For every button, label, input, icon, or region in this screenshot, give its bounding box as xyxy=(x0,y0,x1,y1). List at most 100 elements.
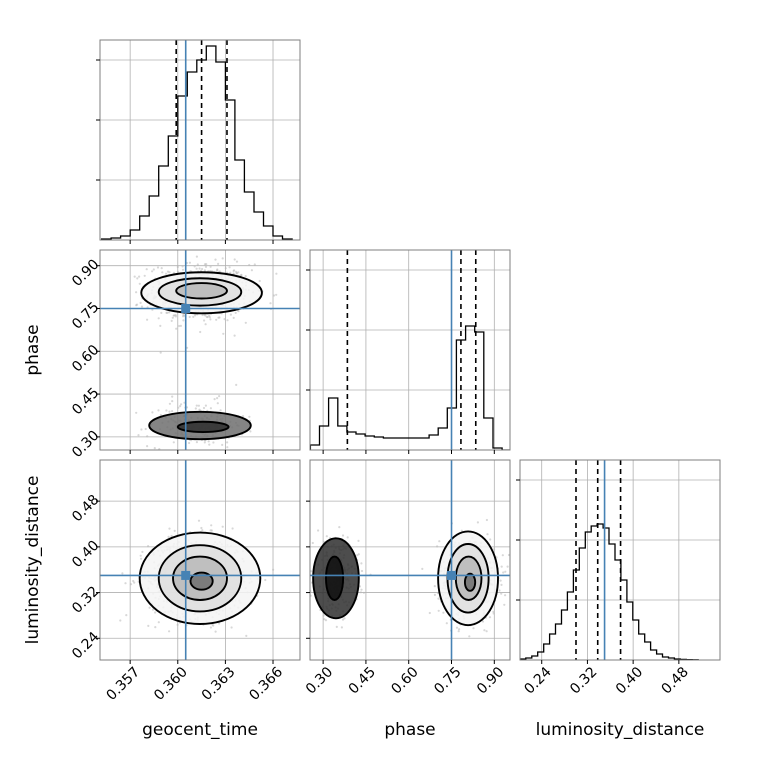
sample-point xyxy=(218,316,221,319)
sample-point xyxy=(340,626,343,629)
sample-point xyxy=(503,603,506,606)
sample-point xyxy=(176,270,180,273)
sample-point xyxy=(133,275,136,278)
sample-point xyxy=(500,565,503,568)
sample-point xyxy=(213,398,216,401)
sample-point xyxy=(442,611,445,614)
sample-point xyxy=(173,529,176,533)
x-axis-label-geocent_time: geocent_time xyxy=(142,720,258,740)
sample-point xyxy=(493,548,496,551)
sample-point xyxy=(151,411,154,414)
sample-point xyxy=(244,275,247,278)
contour-line xyxy=(172,555,228,601)
sample-point xyxy=(198,408,201,411)
sample-point xyxy=(216,402,219,405)
sample-point xyxy=(132,579,135,583)
sample-point xyxy=(197,404,200,407)
sample-point xyxy=(186,346,189,349)
sample-point xyxy=(341,618,345,621)
histogram-panel-geocent_time xyxy=(96,39,301,244)
sample-point xyxy=(138,275,141,278)
sample-point xyxy=(235,270,238,273)
sample-point xyxy=(156,266,160,269)
sample-point xyxy=(218,622,221,625)
sample-point xyxy=(171,395,174,398)
sample-point xyxy=(197,519,201,522)
panel-frame xyxy=(99,249,301,451)
sample-point xyxy=(182,315,185,318)
sample-point xyxy=(141,550,144,554)
sample-point xyxy=(198,267,201,270)
sample-point xyxy=(204,404,207,407)
scatter-panel-phase-luminosity_distance xyxy=(306,459,511,664)
sample-point xyxy=(177,406,180,409)
sample-point xyxy=(217,262,220,265)
sample-point xyxy=(502,571,505,574)
truth-marker xyxy=(181,570,191,580)
sample-point xyxy=(179,324,182,327)
sample-point xyxy=(249,430,252,433)
sample-point xyxy=(172,441,175,444)
contour-line xyxy=(138,531,262,625)
sample-point xyxy=(436,545,439,548)
sample-point xyxy=(228,266,231,269)
sample-point xyxy=(501,554,504,557)
sample-point xyxy=(157,317,160,320)
sample-point xyxy=(148,606,151,609)
sample-point xyxy=(133,581,136,584)
sample-point xyxy=(250,269,253,272)
sample-point xyxy=(201,529,204,532)
sample-point xyxy=(139,301,142,304)
sample-point xyxy=(210,529,213,532)
sample-point xyxy=(248,263,251,267)
sample-point xyxy=(232,316,235,319)
sample-point xyxy=(188,261,191,264)
sample-point xyxy=(121,572,124,575)
sample-point xyxy=(143,274,146,277)
sample-point xyxy=(212,441,215,444)
sample-point xyxy=(500,592,503,595)
sample-point xyxy=(483,629,486,632)
sample-point xyxy=(231,527,234,530)
sample-point xyxy=(223,318,226,321)
sample-point xyxy=(210,524,213,527)
sample-point xyxy=(203,319,206,322)
y-axis-label-luminosity_distance: luminosity_distance xyxy=(23,476,43,645)
sample-point xyxy=(144,427,147,431)
sample-point xyxy=(147,545,150,548)
sample-point xyxy=(168,311,171,314)
sample-point xyxy=(146,445,149,448)
sample-point xyxy=(221,443,224,446)
histogram-step-phase xyxy=(310,325,510,450)
sample-point xyxy=(323,618,326,621)
sample-point xyxy=(152,268,155,271)
sample-point xyxy=(138,282,141,285)
histogram-step-geocent_time xyxy=(100,45,293,240)
sample-point xyxy=(202,406,206,410)
sample-point xyxy=(161,271,164,274)
sample-point xyxy=(165,409,168,412)
sample-point xyxy=(226,319,229,322)
sample-point xyxy=(229,313,232,316)
panel-content xyxy=(100,460,300,660)
sample-point xyxy=(203,441,206,444)
sample-point xyxy=(506,565,509,568)
sample-point xyxy=(322,614,325,617)
sample-point xyxy=(192,315,195,318)
sample-point xyxy=(167,535,170,539)
density-fill xyxy=(176,283,227,299)
sample-point xyxy=(119,619,122,622)
contour-line xyxy=(463,572,477,592)
panel-frame xyxy=(309,249,511,451)
sample-point xyxy=(438,540,441,543)
sample-point xyxy=(168,527,171,530)
sample-point xyxy=(218,395,221,398)
sample-point xyxy=(458,628,461,631)
sample-point xyxy=(209,626,212,629)
sample-point xyxy=(172,314,175,317)
sample-point xyxy=(135,411,138,414)
sample-point xyxy=(245,634,248,638)
sample-point xyxy=(212,624,215,627)
sample-point xyxy=(485,630,488,633)
sample-point xyxy=(175,327,178,330)
